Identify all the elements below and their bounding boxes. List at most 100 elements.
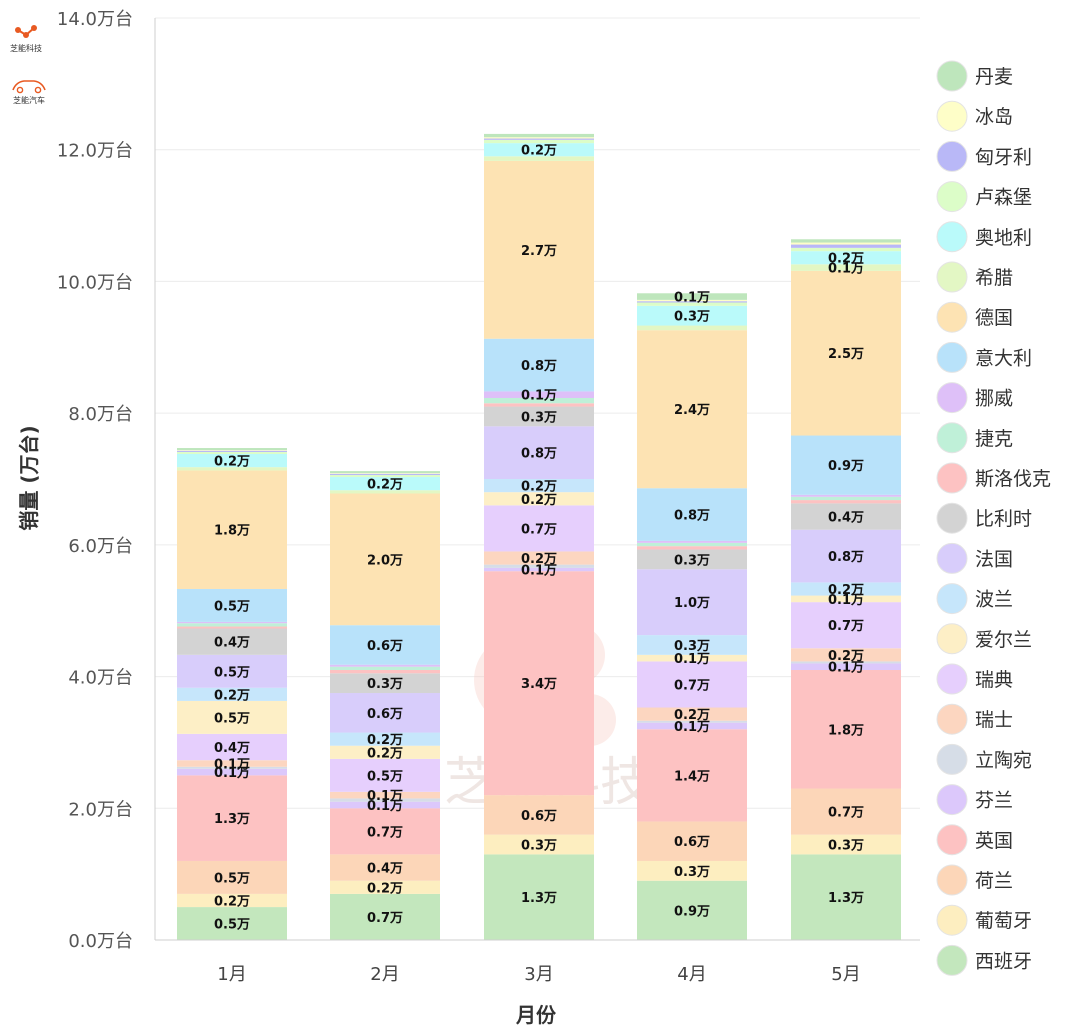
bar-segment (330, 732, 440, 746)
y-axis-title: 销量 (万台) (17, 425, 41, 530)
bar-segment (177, 626, 287, 629)
bar-segment (484, 138, 594, 140)
bar-segment (791, 602, 901, 649)
bar-segment (791, 247, 901, 252)
data-label: 0.2万 (367, 478, 403, 493)
legend-swatch (936, 60, 968, 92)
bar-segment (791, 788, 901, 835)
legend-label: 西班牙 (975, 950, 1032, 972)
bar-segment (330, 791, 440, 799)
bar-segment (484, 426, 594, 479)
data-label: 2.4万 (674, 403, 710, 418)
data-label: 0.9万 (828, 459, 864, 474)
legend-label: 捷克 (975, 428, 1013, 450)
bar-segment (484, 406, 594, 427)
legend-item[interactable]: 意大利 (936, 341, 1032, 373)
legend-label: 德国 (975, 307, 1013, 329)
data-label: 0.7万 (828, 806, 864, 821)
legend-label: 斯洛伐克 (975, 468, 1051, 490)
bar-segment (637, 305, 747, 326)
x-tick-label: 2月 (370, 964, 399, 985)
bar-segment (637, 569, 747, 636)
y-axis: 0.0万台 2.0万台 4.0万台 6.0万台 8.0万台 10.0万台 12.0万台 14.… (57, 9, 156, 952)
legend-item[interactable]: 匈牙利 (936, 140, 1032, 172)
legend-item[interactable]: 丹麦 (936, 60, 1013, 92)
data-label: 0.4万 (214, 636, 250, 651)
bar-segment (484, 834, 594, 855)
legend-item[interactable]: 葡萄牙 (936, 904, 1032, 936)
data-label: 0.1万 (674, 652, 710, 667)
legend-item[interactable]: 比利时 (936, 502, 1032, 534)
legend-item[interactable]: 瑞典 (936, 663, 1013, 695)
data-label: 0.6万 (674, 835, 710, 850)
y-tick-label: 6.0万台 (68, 536, 133, 557)
legend-item[interactable]: 西班牙 (936, 944, 1032, 976)
data-label: 0.5万 (367, 769, 403, 784)
bar-segment (484, 397, 594, 404)
legend-item[interactable]: 法国 (936, 542, 1013, 574)
bar-segment (330, 673, 440, 694)
bar-segment (791, 529, 901, 583)
legend-label: 瑞典 (975, 669, 1013, 691)
data-label: 0.2万 (828, 583, 864, 598)
x-tick-label: 1月 (217, 964, 246, 985)
bar-segment (637, 299, 747, 302)
bar-segment (484, 479, 594, 493)
legend-item[interactable]: 希腊 (936, 261, 1013, 293)
bar-segment (484, 137, 594, 139)
data-label: 0.9万 (674, 904, 710, 919)
data-label: 0.3万 (828, 839, 864, 854)
legend-item[interactable]: 瑞士 (936, 703, 1013, 735)
legend-item[interactable]: 英国 (936, 824, 1013, 856)
legend-item[interactable]: 挪威 (936, 382, 1013, 414)
bar-segment (484, 795, 594, 835)
bar-segment (177, 766, 287, 769)
bar-segment (330, 854, 440, 881)
data-label: 0.8万 (674, 509, 710, 524)
legend-item[interactable]: 德国 (936, 301, 1013, 333)
data-label: 1.0万 (674, 596, 710, 611)
bar-segment (177, 628, 287, 655)
bar-segment (484, 160, 594, 339)
legend-item[interactable]: 卢森堡 (936, 181, 1032, 213)
data-label: 0.6万 (367, 707, 403, 722)
legend-item[interactable]: 爱尔兰 (936, 623, 1032, 655)
bar-segment (330, 669, 440, 674)
bar-segment (637, 301, 747, 303)
legend-item[interactable]: 芬兰 (936, 784, 1013, 816)
legend-label: 爱尔兰 (975, 629, 1032, 651)
data-label: 0.1万 (521, 389, 557, 404)
data-label: 2.5万 (828, 347, 864, 362)
legend-item[interactable]: 奥地利 (936, 221, 1032, 253)
x-tick-label: 5月 (831, 964, 860, 985)
bar-segment (484, 551, 594, 565)
y-tick-label: 8.0万台 (68, 404, 133, 425)
data-label: 0.8万 (521, 447, 557, 462)
legend-label: 波兰 (975, 589, 1013, 611)
legend-item[interactable]: 冰岛 (936, 100, 1013, 132)
bar-segment (484, 338, 594, 392)
legend-item[interactable]: 立陶宛 (936, 743, 1032, 775)
bar-segment (330, 693, 440, 733)
data-label: 0.2万 (521, 480, 557, 495)
car-logo-icon (12, 80, 46, 94)
legend-swatch (936, 422, 968, 454)
legend-swatch (936, 542, 968, 574)
bar-segment (177, 588, 287, 622)
legend-item[interactable]: 波兰 (936, 583, 1013, 615)
legend-swatch (936, 502, 968, 534)
legend: 丹麦冰岛匈牙利卢森堡奥地利希腊德国意大利挪威捷克斯洛伐克比利时法国波兰爱尔兰瑞典… (936, 60, 1051, 976)
bar-segment (791, 494, 901, 497)
bar-segment (791, 834, 901, 855)
data-label: 0.2万 (828, 252, 864, 267)
legend-item[interactable]: 斯洛伐克 (936, 462, 1051, 494)
legend-item[interactable]: 捷克 (936, 422, 1013, 454)
bar-segment (330, 471, 440, 474)
legend-swatch (936, 864, 968, 896)
data-label: 0.4万 (828, 511, 864, 526)
legend-item[interactable]: 荷兰 (936, 864, 1013, 896)
data-label: 0.1万 (367, 799, 403, 814)
data-label: 0.8万 (828, 550, 864, 565)
y-tick-label: 14.0万台 (57, 9, 133, 30)
